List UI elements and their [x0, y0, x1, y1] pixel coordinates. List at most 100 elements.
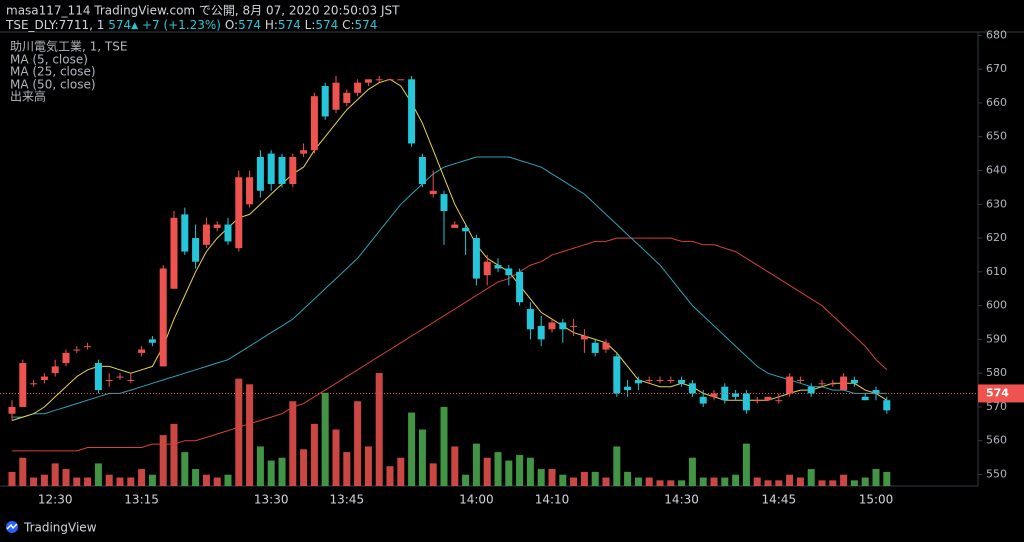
- ohlc-label: H:: [265, 18, 278, 32]
- y-tick-label: 570: [986, 400, 1007, 413]
- volume-bar: [807, 469, 815, 486]
- y-tick-label: 580: [986, 366, 1007, 379]
- volume-bar: [861, 477, 869, 486]
- y-tick-label: 630: [986, 197, 1007, 210]
- candle-body: [8, 406, 16, 414]
- volume-bar: [667, 480, 675, 486]
- candle-body: [51, 366, 59, 374]
- volume-bar: [224, 474, 232, 486]
- candle-body: [235, 177, 243, 249]
- candle-body: [429, 190, 437, 195]
- candle-body: [472, 238, 480, 279]
- x-tick-label: 14:45: [762, 493, 797, 507]
- candle-body: [840, 376, 848, 391]
- ohlc-value: 574: [278, 18, 301, 32]
- candle-body: [375, 79, 383, 81]
- ohlc-label: O:: [225, 18, 238, 32]
- volume-bar: [267, 460, 275, 486]
- volume-bar: [375, 373, 383, 486]
- volume-bar: [829, 480, 837, 486]
- volume-bar: [516, 454, 524, 486]
- volume-bar: [732, 474, 740, 486]
- candle-body: [418, 156, 426, 185]
- volume-bar: [73, 477, 81, 486]
- candle-body: [364, 79, 372, 83]
- volume-bar: [364, 446, 372, 486]
- x-tick-label: 13:15: [124, 493, 159, 507]
- candle-body: [483, 261, 491, 276]
- candle-body: [19, 363, 27, 407]
- volume-bar: [332, 429, 340, 486]
- volume-bar: [570, 477, 578, 486]
- ohlc-label: L:: [305, 18, 316, 32]
- candle-body: [94, 363, 102, 391]
- candle-body: [138, 349, 146, 353]
- volume-bar: [8, 471, 16, 486]
- last-value: 574: [108, 18, 131, 32]
- volume-bar: [462, 474, 470, 486]
- volume-bar: [19, 457, 27, 486]
- candle-body: [624, 386, 632, 391]
- last-price-box: [978, 384, 1024, 403]
- volume-bar: [451, 446, 459, 486]
- volume-bar: [818, 480, 826, 486]
- volume-bar: [116, 477, 124, 486]
- candle-body: [354, 82, 362, 93]
- volume-bar: [429, 463, 437, 486]
- candle-body: [105, 379, 113, 381]
- volume-bar: [235, 378, 243, 486]
- logo-glyph: [6, 523, 18, 530]
- volume-bar: [213, 477, 221, 486]
- candle-body: [494, 265, 502, 269]
- candle-body: [591, 342, 599, 353]
- volume-bar: [181, 452, 189, 486]
- candle-body: [462, 227, 470, 232]
- y-tick-label: 600: [986, 299, 1007, 312]
- volume-bar: [872, 469, 880, 486]
- candle-body: [116, 376, 124, 378]
- candle-body: [753, 400, 761, 402]
- volume-bar: [159, 435, 167, 486]
- candle-body: [310, 96, 318, 151]
- candle-body: [397, 79, 405, 81]
- candle-body: [721, 386, 729, 401]
- candle-body: [192, 238, 200, 262]
- candle-body: [127, 379, 135, 381]
- candle-body: [300, 150, 308, 154]
- y-tick-label: 560: [986, 434, 1007, 447]
- candle-body: [710, 393, 718, 397]
- volume-bar: [127, 477, 135, 486]
- candle-body: [537, 325, 545, 340]
- candle-body: [213, 224, 221, 228]
- y-tick-label: 550: [986, 468, 1007, 481]
- candle-body: [159, 268, 167, 367]
- y-tick-label: 670: [986, 62, 1007, 75]
- legend-entry: 出来高: [10, 89, 46, 104]
- volume-bar: [30, 477, 38, 486]
- candle-body: [634, 379, 642, 384]
- volume-bar: [354, 401, 362, 486]
- volume-bar: [840, 474, 848, 486]
- candle-body: [289, 156, 297, 185]
- candle-body: [343, 92, 351, 103]
- candle-body: [73, 349, 81, 351]
- candle-body: [516, 271, 524, 303]
- candle-body: [645, 379, 653, 381]
- candle-body: [202, 224, 210, 245]
- ma-line: [11, 78, 888, 421]
- candle-body: [84, 346, 92, 348]
- volume-bar: [602, 477, 610, 486]
- candle-body: [40, 376, 48, 380]
- volume-bar: [94, 463, 102, 486]
- candle-body: [505, 268, 513, 276]
- candle-body: [742, 393, 750, 411]
- volume-bar: [786, 474, 794, 486]
- legend-entry: MA (50, close): [10, 78, 96, 92]
- candle-body: [386, 79, 394, 81]
- candle-body: [818, 383, 826, 385]
- candle-body: [408, 79, 416, 144]
- candle-body: [451, 224, 459, 228]
- ohlc-label: C:: [342, 18, 354, 32]
- volume-bar: [246, 384, 254, 486]
- candle-body: [850, 379, 858, 384]
